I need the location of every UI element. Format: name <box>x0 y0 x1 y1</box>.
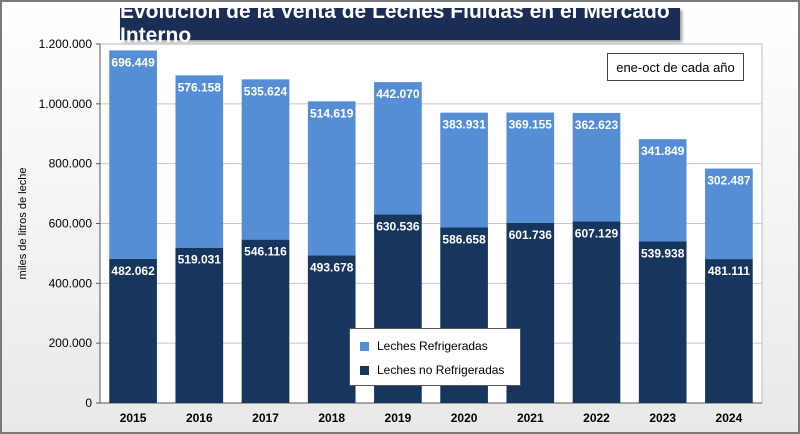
bar-no-refrigeradas <box>705 259 753 403</box>
y-tick-label: 1.200.000 <box>39 37 93 51</box>
data-label: 630.536 <box>376 219 420 233</box>
data-label: 482.062 <box>111 264 155 278</box>
data-label: 369.155 <box>509 118 553 132</box>
y-axis-title: miles de litros de leche <box>17 168 29 280</box>
bar-no-refrigeradas <box>572 221 621 403</box>
y-tick-label: 200.000 <box>49 336 93 350</box>
bar-refrigeradas <box>572 112 621 222</box>
data-label: 341.849 <box>641 144 685 158</box>
bar-refrigeradas <box>638 139 687 242</box>
x-tick-label: 2023 <box>649 411 676 425</box>
data-label: 586.658 <box>442 232 486 246</box>
data-label: 442.070 <box>376 87 420 101</box>
chart-legend: Leches Refrigeradas Leches no Refrigerad… <box>349 328 521 386</box>
bar-no-refrigeradas <box>638 241 687 403</box>
bar-no-refrigeradas <box>175 247 224 403</box>
x-tick-label: 2024 <box>716 411 743 425</box>
x-tick-label: 2021 <box>517 411 544 425</box>
x-tick-label: 2017 <box>252 411 279 425</box>
data-label: 546.116 <box>244 245 287 259</box>
data-label: 696.449 <box>111 55 155 69</box>
x-tick-label: 2022 <box>583 411 610 425</box>
data-label: 607.129 <box>575 226 619 240</box>
data-label: 535.624 <box>244 84 288 98</box>
legend-swatch-no-refrigeradas <box>360 365 369 375</box>
bar-refrigeradas <box>241 79 290 240</box>
x-tick-label: 2020 <box>451 411 478 425</box>
bar-refrigeradas <box>374 82 422 215</box>
bar-refrigeradas <box>109 50 157 259</box>
bar-refrigeradas <box>440 112 488 228</box>
data-label: 601.736 <box>509 228 553 242</box>
legend-label-refrigeradas: Leches Refrigeradas <box>377 339 488 353</box>
x-tick-label: 2015 <box>120 411 147 425</box>
data-label: 302.487 <box>707 174 751 188</box>
legend-item-refrigeradas: Leches Refrigeradas <box>360 339 488 353</box>
bar-refrigeradas <box>705 168 753 260</box>
data-label: 539.938 <box>641 246 685 260</box>
legend-item-no-refrigeradas: Leches no Refrigeradas <box>360 363 504 377</box>
bar-refrigeradas <box>307 101 356 256</box>
legend-label-no-refrigeradas: Leches no Refrigeradas <box>377 363 505 377</box>
data-label: 362.623 <box>575 118 619 132</box>
bar-refrigeradas <box>506 112 555 223</box>
x-tick-label: 2016 <box>186 411 213 425</box>
chart-title: Evolución de la Venta de Leches Fluidas … <box>120 0 680 47</box>
data-label: 493.678 <box>310 260 354 274</box>
y-tick-label: 1.000.000 <box>39 97 93 111</box>
x-tick-label: 2018 <box>318 411 345 425</box>
legend-swatch-refrigeradas <box>360 341 369 351</box>
data-label: 514.619 <box>310 106 354 120</box>
data-label: 576.158 <box>178 80 222 94</box>
y-tick-label: 600.000 <box>49 217 93 231</box>
y-tick-label: 400.000 <box>49 276 93 290</box>
bar-no-refrigeradas <box>307 255 356 403</box>
x-tick-label: 2019 <box>385 411 412 425</box>
period-note: ene-oct de cada año <box>607 53 744 81</box>
bar-refrigeradas <box>175 75 224 248</box>
data-label: 481.111 <box>708 264 750 278</box>
data-label: 519.031 <box>178 253 222 267</box>
bar-no-refrigeradas <box>109 258 157 403</box>
y-tick-label: 0 <box>85 396 92 410</box>
bar-no-refrigeradas <box>241 239 290 403</box>
data-label: 383.931 <box>442 118 486 132</box>
y-tick-label: 800.000 <box>49 157 93 171</box>
